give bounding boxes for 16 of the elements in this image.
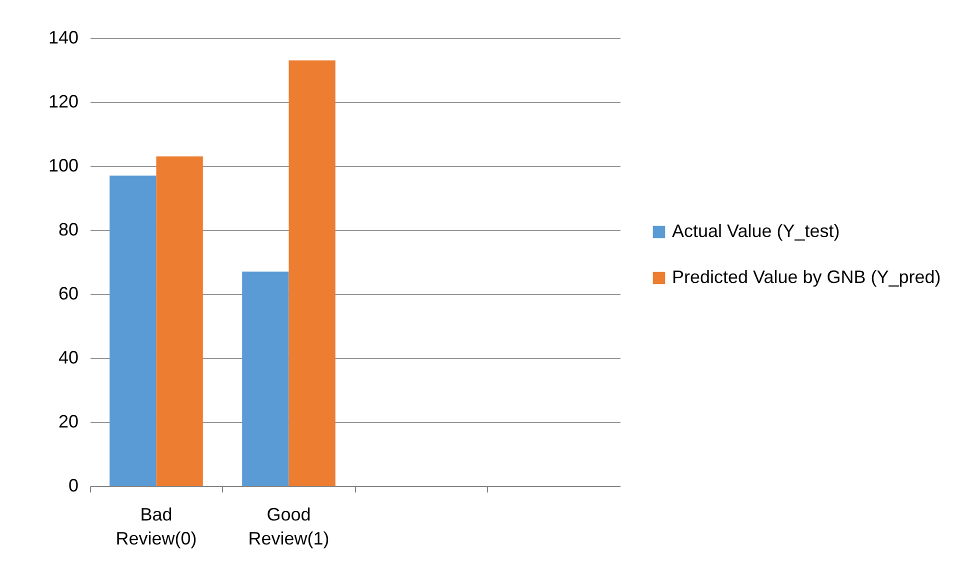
y-tick-label: 60	[58, 284, 78, 304]
y-tick-label: 100	[48, 156, 78, 176]
x-tick-label: Bad Review(0)	[116, 504, 197, 548]
y-tick-label: 0	[68, 476, 78, 496]
legend-label: Predicted Value by GNB (Y_pred)	[672, 267, 941, 287]
legend-label: Actual Value (Y_test)	[672, 221, 840, 241]
y-tick-label: 120	[48, 92, 78, 112]
y-tick-label: 80	[58, 220, 78, 240]
bar	[110, 176, 156, 486]
y-tick-label: 140	[48, 28, 78, 48]
bar	[242, 272, 289, 486]
y-tick-label: 40	[58, 348, 78, 368]
bar	[288, 60, 336, 486]
bar	[156, 156, 203, 486]
x-tick-label: Good Review(1)	[248, 504, 330, 548]
y-tick-label: 20	[58, 412, 78, 432]
